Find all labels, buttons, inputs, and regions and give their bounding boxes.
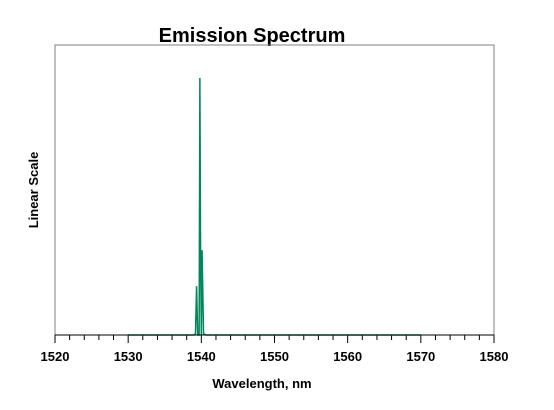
x-tick-label: 1530 (114, 349, 143, 364)
series-layer (128, 77, 421, 336)
spectrum-series-line (128, 77, 421, 336)
plot-area-frame (54, 44, 495, 336)
x-axis-label: Wavelength, nm (212, 376, 311, 391)
x-tick-label: 1550 (260, 349, 289, 364)
x-tick-label: 1520 (41, 349, 70, 364)
x-tick-label: 1560 (333, 349, 362, 364)
x-tick-label: 1580 (480, 349, 509, 364)
x-tick-label: 1540 (187, 349, 216, 364)
y-axis-label: Linear Scale (26, 152, 41, 229)
chart-title: Emission Spectrum (159, 25, 346, 47)
x-axis-tick-labels: 1520 1530 1540 1550 1560 1570 1580 (41, 349, 509, 364)
x-tick-label: 1570 (406, 349, 435, 364)
x-axis-ticks (54, 335, 495, 343)
